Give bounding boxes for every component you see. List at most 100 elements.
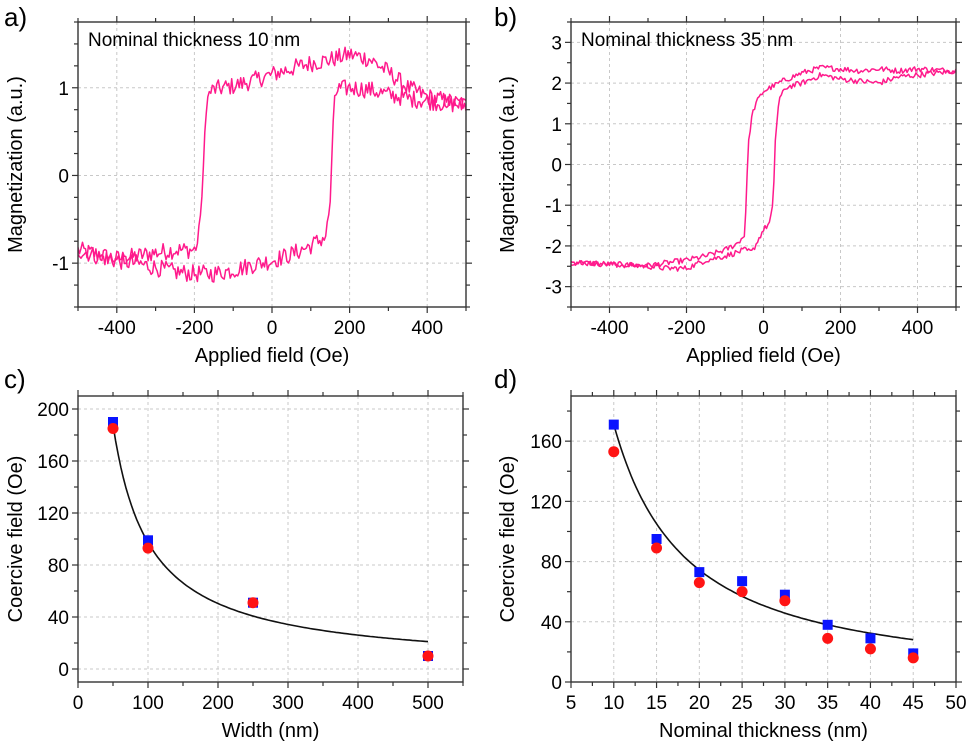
x-tick-label: 0: [758, 318, 769, 339]
y-axis-title: Magnetization (a.u.): [497, 76, 519, 253]
ticks: [72, 390, 469, 688]
y-tick-label: -2: [545, 237, 562, 258]
panel-label: a): [4, 2, 27, 32]
circle-marker: [779, 595, 791, 607]
panel-label: b): [494, 2, 517, 32]
x-tick-label: 45: [903, 693, 924, 714]
circle-marker: [247, 597, 259, 609]
circle-marker: [864, 643, 876, 655]
x-tick-label: 35: [817, 693, 838, 714]
y-tick-label: -1: [52, 254, 69, 275]
hysteresis-ascending-branch: [571, 68, 956, 272]
y-tick-label: 1: [551, 115, 562, 136]
square-marker: [651, 534, 662, 544]
plot-area: [571, 64, 956, 272]
y-tick-label: 0: [58, 166, 69, 187]
square-marker: [108, 417, 118, 427]
y-tick-label: 80: [48, 556, 69, 577]
y-tick-label: 2: [551, 74, 562, 95]
x-axis-title: Nominal thickness (nm): [659, 720, 868, 742]
x-tick-label: 0: [267, 318, 278, 339]
x-tick-label: 15: [646, 693, 667, 714]
square-marker: [737, 576, 748, 587]
panel-b: b) -400 -200 0 200 400 -3 -2 -1 0 1 2 3 Applied field…: [494, 2, 962, 367]
y-tick-label: -1: [545, 196, 562, 217]
y-tick-label: 40: [48, 608, 69, 629]
x-tick-label: 100: [132, 693, 164, 714]
panel-a: a) -400 -200 0 200 400 -1 0 1 Applied field (Oe) M…: [4, 2, 472, 367]
y-tick-label: 160: [530, 432, 562, 453]
square-marker: [143, 535, 153, 546]
ticks: [565, 390, 962, 688]
gridlines: [78, 396, 463, 682]
plot-area: [78, 46, 466, 283]
plot-frame: [77, 21, 467, 308]
circle-marker: [608, 446, 620, 458]
circle-marker: [651, 542, 663, 554]
x-tick-label: 400: [342, 693, 374, 714]
circle-marker: [693, 577, 705, 589]
y-axis-title: Coercive field (Oe): [5, 456, 27, 623]
circle-marker: [422, 650, 434, 662]
plot-area: [107, 417, 434, 662]
square-marker: [865, 633, 876, 644]
y-axis-title: Coercive field (Oe): [497, 456, 519, 623]
panel-d: d) 5 10 15 20 25 30 35 40 45 50 0 40 80 120 160 Nominal …: [494, 364, 967, 742]
square-marker: [694, 567, 705, 578]
panel-label: d): [494, 364, 517, 394]
y-tick-label: -3: [545, 278, 562, 299]
square-marker: [779, 589, 790, 600]
circle-marker: [142, 542, 154, 554]
gridlines: [571, 396, 956, 682]
annotation-text: Nominal thickness 35 nm: [581, 30, 793, 51]
hysteresis-descending-branch: [78, 46, 466, 265]
plot-area: [608, 419, 919, 664]
x-tick-label: 30: [774, 693, 795, 714]
x-tick-label: 300: [272, 693, 304, 714]
x-axis-title: Applied field (Oe): [195, 345, 350, 367]
circle-marker: [107, 423, 119, 434]
y-tick-label: 40: [541, 613, 562, 634]
y-tick-label: 80: [541, 553, 562, 574]
y-tick-label: 0: [551, 673, 562, 694]
plot-frame: [77, 395, 464, 683]
x-tick-label: 400: [411, 318, 443, 339]
x-tick-label: 200: [334, 318, 366, 339]
circle-marker: [822, 632, 834, 644]
y-axis-title: Magnetization (a.u.): [5, 76, 27, 253]
x-tick-label: 10: [603, 693, 624, 714]
y-tick-label: 0: [58, 660, 69, 681]
x-tick-label: 20: [689, 693, 710, 714]
x-axis-title: Applied field (Oe): [686, 345, 841, 367]
y-tick-label: 200: [37, 400, 69, 421]
x-axis-title: Width (nm): [222, 720, 320, 742]
circle-marker: [736, 586, 748, 598]
x-tick-label: -400: [98, 318, 136, 339]
fit-curve: [112, 424, 429, 643]
y-tick-label: 160: [37, 452, 69, 473]
x-tick-label: 200: [825, 318, 857, 339]
hysteresis-ascending-branch: [78, 79, 466, 283]
panel-label: c): [4, 364, 26, 394]
fit-curve: [613, 424, 914, 641]
x-tick-label: 5: [566, 693, 577, 714]
square-marker: [608, 419, 619, 430]
panel-c: c) 0 100 200 300 400 500 0 40 80 120 160 200 Width (n…: [4, 364, 469, 742]
y-tick-label: 120: [37, 504, 69, 525]
x-tick-label: -400: [590, 318, 628, 339]
x-tick-label: 25: [732, 693, 753, 714]
x-tick-label: -200: [667, 318, 705, 339]
y-tick-label: 1: [58, 79, 69, 100]
x-tick-label: -200: [175, 318, 213, 339]
plot-frame: [570, 21, 957, 308]
x-tick-label: 400: [902, 318, 934, 339]
x-tick-label: 200: [202, 693, 234, 714]
square-marker: [822, 619, 833, 630]
y-tick-label: 0: [551, 156, 562, 177]
plot-frame: [570, 395, 957, 683]
gridlines: [78, 22, 466, 307]
x-tick-label: 50: [945, 693, 966, 714]
circle-marker: [907, 652, 919, 664]
y-tick-label: 120: [530, 492, 562, 513]
